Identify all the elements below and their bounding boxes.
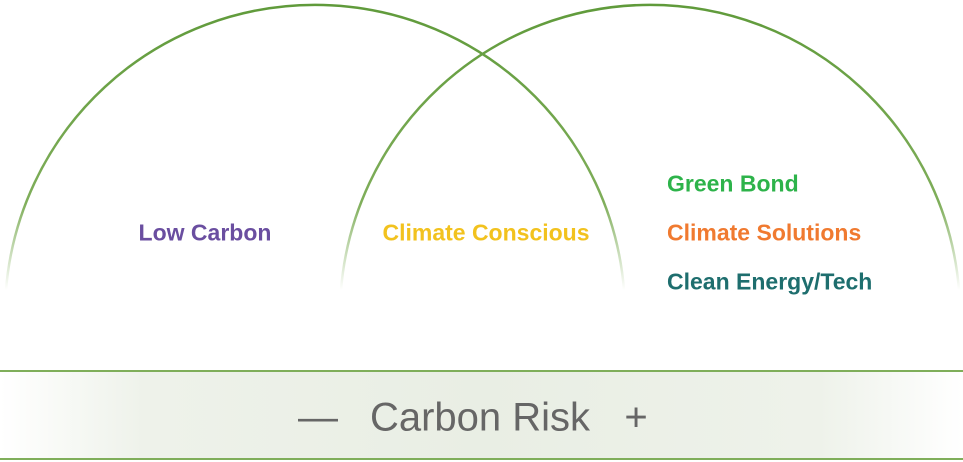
region-label: Climate Conscious <box>382 219 590 246</box>
left-arc <box>4 3 626 291</box>
region-label: Clean Energy/Tech <box>667 268 873 295</box>
axis-band <box>0 370 963 460</box>
region-label: Climate Solutions <box>667 219 862 246</box>
axis-label: Carbon Risk <box>369 395 591 440</box>
region-label: Green Bond <box>667 170 799 197</box>
right-arc <box>339 3 961 291</box>
region-label: Low Carbon <box>138 219 272 246</box>
axis-plus: + <box>624 395 648 440</box>
axis-minus: — <box>298 395 338 440</box>
